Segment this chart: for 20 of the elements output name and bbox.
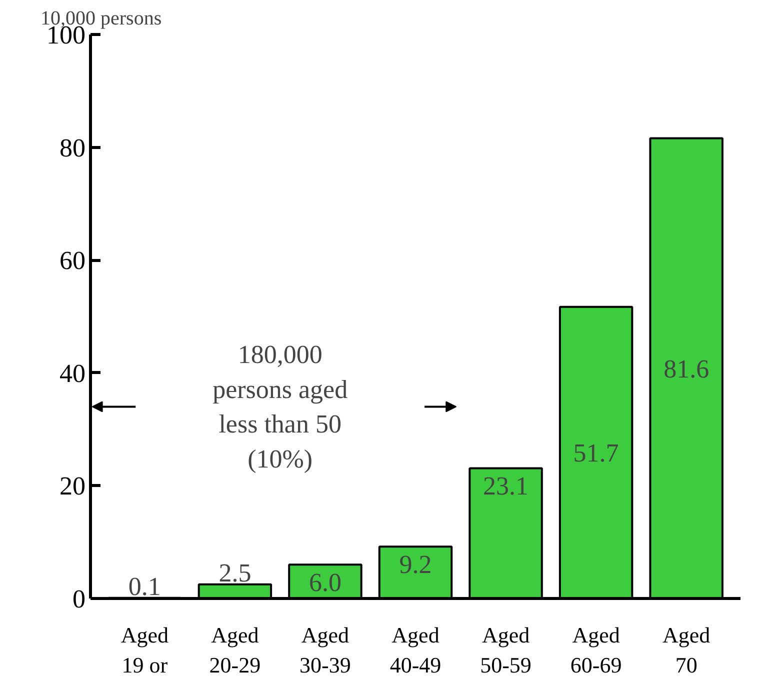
data-label: 51.7 xyxy=(573,438,619,468)
x-tick-label: Aged 30-39 xyxy=(300,622,351,678)
x-tick-label: Aged 19 or xyxy=(120,622,168,678)
x-tick-label: Aged 60-69 xyxy=(570,622,622,678)
y-tick-label: 60 xyxy=(60,246,86,276)
data-label: 0.1 xyxy=(128,572,161,602)
x-tick-label: Aged 50-59 xyxy=(480,622,532,678)
x-tick-label: Aged 70 xyxy=(662,622,710,678)
x-tick-label: Aged 40-49 xyxy=(390,622,442,678)
y-tick-label: 80 xyxy=(60,133,86,162)
x-tick-label: Aged 20-29 xyxy=(209,622,261,678)
data-label: 23.1 xyxy=(483,472,529,501)
data-label: 9.2 xyxy=(399,550,432,580)
y-tick-label: 20 xyxy=(60,472,86,501)
data-label: 6.0 xyxy=(308,568,342,598)
y-tick-label: 0 xyxy=(72,584,86,614)
y-tick-label: 40 xyxy=(60,358,86,388)
data-label: 2.5 xyxy=(218,558,252,588)
annotation: 180,000 persons aged less than 50 (10%) xyxy=(212,340,348,474)
data-label: 81.6 xyxy=(664,354,710,384)
